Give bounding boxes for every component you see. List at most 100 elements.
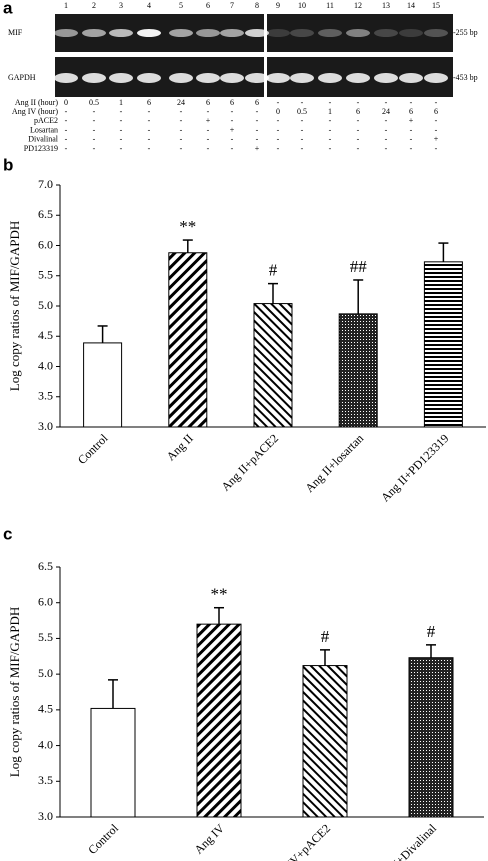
lane-number: 5: [179, 1, 183, 10]
bar: [408, 657, 454, 818]
row-cell: 0: [64, 98, 68, 107]
row-cell: -: [385, 135, 388, 144]
row-cell: -: [357, 98, 360, 107]
row-cell: -: [65, 125, 68, 134]
row-cell: -: [231, 135, 234, 144]
row-cell: -: [65, 144, 68, 153]
x-tick-label: Control: [85, 821, 121, 857]
row-cell: -: [410, 98, 413, 107]
row-cell: 6: [230, 98, 234, 107]
panel-label: a: [3, 0, 13, 17]
y-tick-label: 6.0: [38, 594, 53, 608]
lane-number: 8: [255, 1, 259, 10]
gel-band: [220, 73, 244, 83]
row-cell: -: [357, 116, 360, 125]
row-cell: 6: [356, 107, 360, 116]
gel-band: [54, 29, 78, 37]
lane-number: 4: [147, 1, 151, 10]
row-cell: 0.5: [89, 98, 99, 107]
row-cell: 0.5: [297, 107, 307, 116]
row-cell: -: [277, 144, 280, 153]
row-cell: -: [180, 125, 183, 134]
row-cell: -: [93, 125, 96, 134]
row-cell: -: [65, 135, 68, 144]
significance-marker: **: [179, 217, 196, 236]
row-cell: -: [180, 144, 183, 153]
row-cell: -: [180, 135, 183, 144]
row-cell: -: [301, 144, 304, 153]
row-cell: +: [230, 125, 235, 134]
x-tick-label: Ang II: [164, 431, 196, 463]
gel-band: [290, 29, 314, 37]
gel-label: GAPDH: [8, 73, 36, 82]
x-tick-label: Ang IV: [191, 821, 227, 857]
row-label: Divalinal: [28, 135, 59, 144]
gel-band: [137, 29, 161, 37]
significance-marker: #: [427, 622, 436, 641]
gel-band: [424, 73, 448, 83]
row-cell: -: [256, 135, 259, 144]
x-tick-label: Ang IV+Divalinal: [367, 821, 439, 861]
lane-number: 13: [382, 1, 390, 10]
y-tick-label: 4.0: [38, 358, 53, 372]
row-cell: -: [231, 144, 234, 153]
y-tick-label: 4.0: [38, 737, 53, 751]
row-cell: -: [148, 135, 151, 144]
row-label: PD123319: [24, 144, 58, 153]
gel-band: [424, 29, 448, 37]
x-tick-label: Ang II+PD123319: [378, 431, 451, 504]
gel-band: [137, 73, 161, 83]
significance-marker: ##: [350, 257, 368, 276]
row-cell: -: [148, 125, 151, 134]
row-cell: -: [410, 125, 413, 134]
gel-panel: [55, 14, 453, 97]
row-cell: 6: [409, 107, 413, 116]
row-cell: -: [120, 125, 123, 134]
gel-band: [318, 29, 342, 37]
row-cell: -: [329, 144, 332, 153]
band-size: -255 bp: [453, 28, 478, 37]
row-cell: -: [435, 144, 438, 153]
lane-number: 6: [206, 1, 210, 10]
gel-band: [245, 73, 269, 83]
y-tick-label: 6.0: [38, 237, 53, 251]
gel-band: [346, 29, 370, 37]
row-cell: 1: [119, 98, 123, 107]
row-cell: -: [207, 144, 210, 153]
row-cell: 6: [147, 98, 151, 107]
row-cell: 24: [177, 98, 185, 107]
row-cell: 6: [206, 98, 210, 107]
panel-label: c: [3, 524, 12, 543]
row-cell: -: [148, 116, 151, 125]
row-label: Ang II (hour): [15, 98, 58, 107]
row-cell: -: [120, 144, 123, 153]
row-label: pACE2: [34, 116, 58, 125]
y-tick-label: 5.0: [38, 666, 53, 680]
y-tick-label: 3.0: [38, 419, 53, 433]
row-cell: -: [385, 116, 388, 125]
row-cell: -: [385, 98, 388, 107]
row-cell: -: [256, 107, 259, 116]
x-tick-label: Ang IV+pACE2: [267, 821, 333, 861]
row-cell: -: [256, 125, 259, 134]
lane-number: 12: [354, 1, 362, 10]
band-size: -453 bp: [453, 73, 478, 82]
y-tick-label: 3.5: [38, 389, 53, 403]
y-tick-label: 3.0: [38, 809, 53, 823]
y-tick-label: 4.5: [38, 702, 53, 716]
row-cell: -: [329, 116, 332, 125]
gel-band: [346, 73, 370, 83]
bar: [196, 623, 242, 818]
lane-number: 9: [276, 1, 280, 10]
row-cell: -: [180, 116, 183, 125]
bar: [168, 252, 208, 428]
gel-band: [109, 73, 133, 83]
row-cell: -: [277, 135, 280, 144]
row-cell: -: [357, 144, 360, 153]
y-tick-label: 4.5: [38, 328, 53, 342]
y-axis-label: Log copy ratios of MIF/GAPDH: [7, 221, 22, 391]
row-cell: -: [207, 135, 210, 144]
row-cell: -: [65, 116, 68, 125]
row-cell: -: [148, 107, 151, 116]
